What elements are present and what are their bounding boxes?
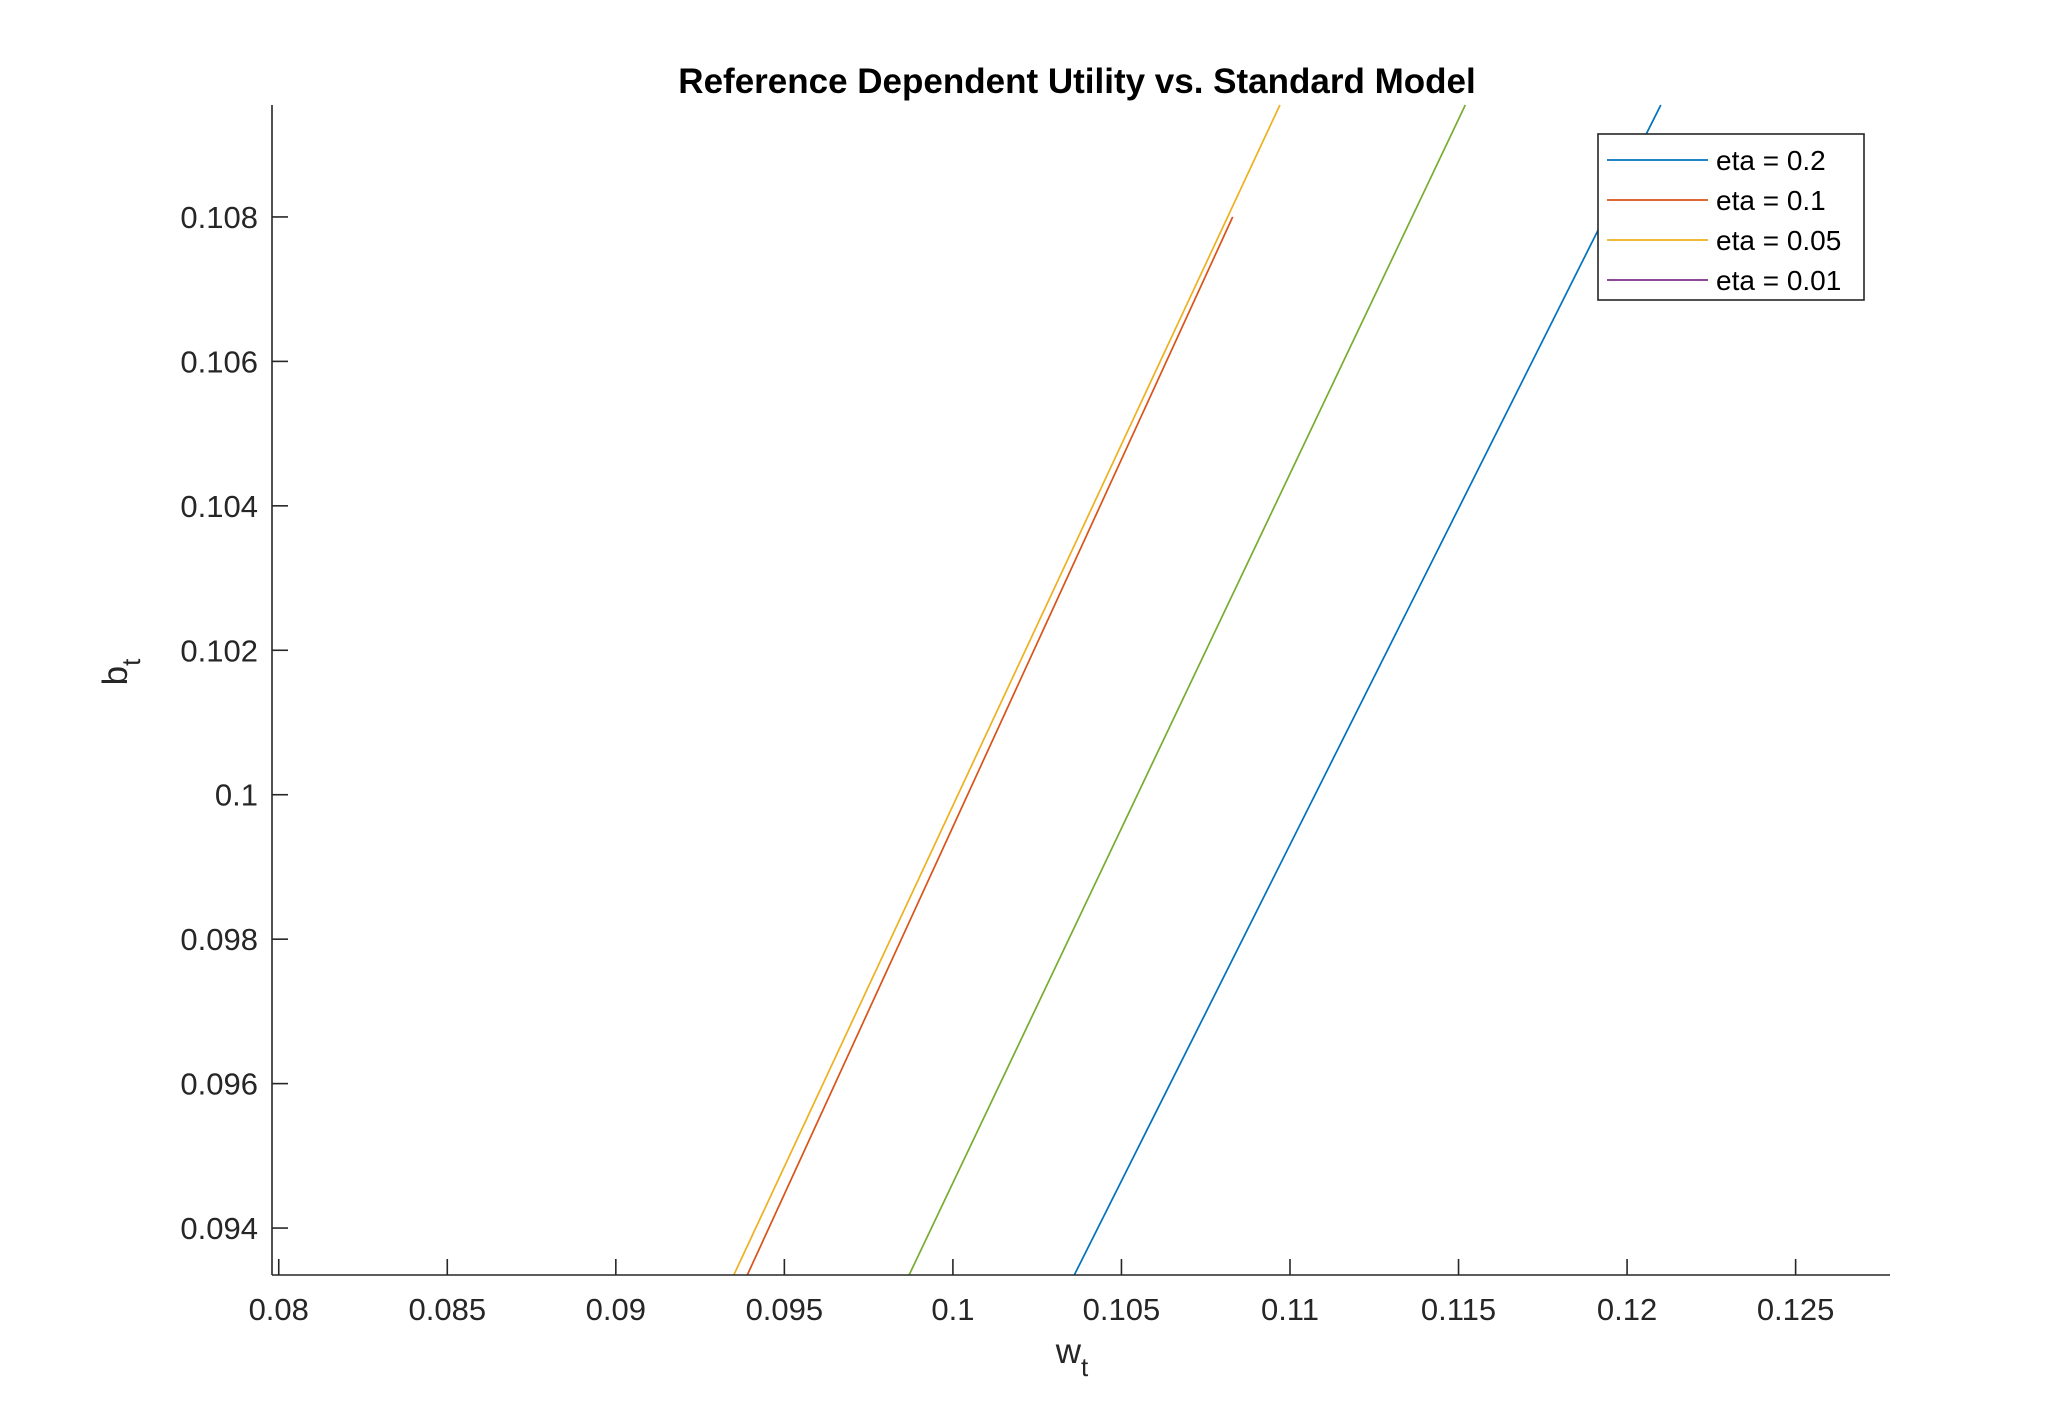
y-tick-label: 0.096 [180, 1067, 258, 1102]
y-tick-label: 0.106 [180, 344, 258, 379]
series-line-1 [1073, 104, 1662, 1276]
y-tick-label: 0.1 [215, 778, 258, 813]
legend: eta = 0.2 eta = 0.1 eta = 0.05 eta = 0.01 [1597, 133, 1865, 301]
y-tick-label: 0.098 [180, 922, 258, 957]
x-tick-label: 0.105 [1083, 1292, 1161, 1327]
x-tick-label: 0.125 [1757, 1292, 1835, 1327]
series-line-4 [908, 104, 1467, 1276]
x-tick-label: 0.11 [1261, 1292, 1319, 1327]
series-line-2 [746, 216, 1234, 1276]
x-tick-label: 0.085 [408, 1292, 486, 1327]
series-layer [733, 104, 1662, 1276]
legend-label: eta = 0.1 [1716, 185, 1826, 216]
y-ticks: 0.094 0.096 0.098 0.1 0.102 0.104 0.106 0.108 [180, 200, 288, 1246]
legend-label: eta = 0.01 [1716, 265, 1841, 296]
x-axis-label: wt [1055, 1332, 1089, 1382]
x-tick-label: 0.08 [249, 1292, 309, 1327]
y-tick-label: 0.094 [180, 1211, 258, 1246]
legend-label: eta = 0.2 [1716, 145, 1826, 176]
x-tick-label: 0.1 [931, 1292, 974, 1327]
chart-title: Reference Dependent Utility vs. Standard… [678, 62, 1475, 101]
y-tick-label: 0.108 [180, 200, 258, 235]
x-tick-label: 0.095 [746, 1292, 824, 1327]
series-line-3 [733, 104, 1281, 1276]
x-tick-label: 0.09 [586, 1292, 646, 1327]
legend-label: eta = 0.05 [1716, 225, 1841, 256]
y-tick-label: 0.102 [180, 633, 258, 668]
x-ticks: 0.08 0.085 0.09 0.095 0.1 0.105 0.11 0.115 0.12 0… [249, 1259, 1835, 1327]
y-axis-label: bt [96, 658, 146, 685]
x-tick-label: 0.115 [1421, 1292, 1496, 1327]
x-tick-label: 0.12 [1597, 1292, 1657, 1327]
y-tick-label: 0.104 [180, 489, 258, 524]
legend-box [1597, 133, 1865, 301]
